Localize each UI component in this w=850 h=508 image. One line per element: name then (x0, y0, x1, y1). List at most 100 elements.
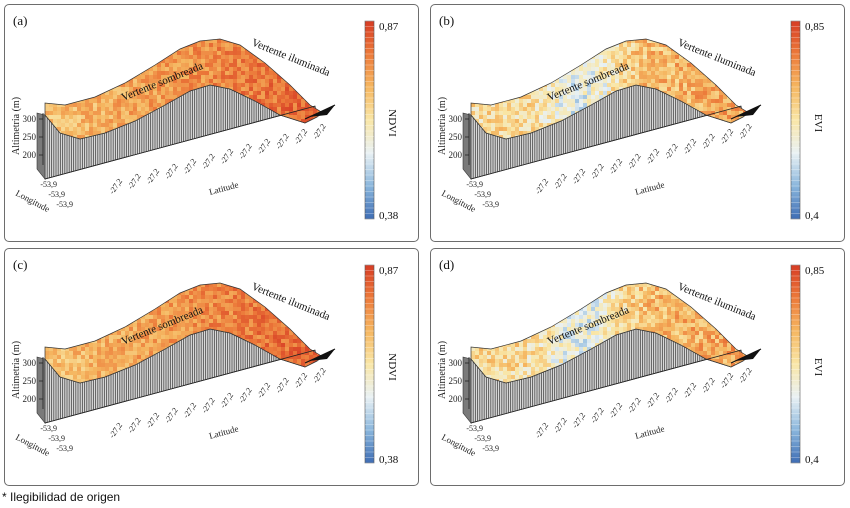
x-tick-label: -27,2 (181, 157, 198, 176)
x-tick-label: -27,2 (552, 172, 569, 191)
x-tick-label: -27,2 (163, 406, 180, 425)
panel-letter: (c) (13, 257, 27, 272)
x-tick-label: -27,2 (700, 376, 717, 395)
y-axis-label: Longitude (440, 432, 477, 458)
y-tick-label: -53,9 (40, 424, 57, 433)
x-tick-label: -27,2 (718, 371, 735, 390)
x-axis-label: Latitude (208, 424, 240, 441)
y-tick-label: -53,9 (466, 180, 483, 189)
y-tick-label: -53,9 (48, 190, 65, 199)
x-axis-label: Latitude (634, 180, 666, 197)
y-axis-label: Longitude (14, 432, 51, 458)
panel-letter: (a) (13, 13, 27, 28)
north-arrow-icon (730, 348, 762, 364)
x-tick-label: -27,2 (681, 381, 698, 400)
x-tick-label: -27,2 (311, 366, 328, 385)
scale-max-label: 0,87 (379, 21, 399, 33)
panel-letter: (d) (439, 257, 454, 272)
x-tick-label: -27,2 (144, 167, 161, 186)
z-tick-label: 200 (23, 150, 37, 160)
colorbar: 0,85 0,4 EVI (790, 264, 825, 466)
x-tick-label: -27,2 (533, 421, 550, 440)
x-tick-label: -27,2 (570, 411, 587, 430)
y-axis-label: Longitude (440, 188, 477, 214)
y-tick-label: -53,9 (482, 444, 499, 453)
y-tick-label: -53,9 (56, 444, 73, 453)
north-arrow-icon (730, 104, 762, 120)
x-tick-label: -27,2 (292, 371, 309, 390)
x-tick-label: -27,2 (200, 396, 217, 415)
x-tick-label: -27,2 (718, 127, 735, 146)
colorbar: 0,85 0,4 EVI (790, 20, 825, 222)
y-tick-label: -53,9 (482, 200, 499, 209)
north-arrow-icon (304, 104, 336, 120)
x-tick-label: -27,2 (181, 401, 198, 420)
x-tick-label: -27,2 (255, 381, 272, 400)
panel-a: (a) Vertente sombreada Vertente iluminada 3… (4, 4, 419, 242)
y-tick-label: -53,9 (466, 424, 483, 433)
x-tick-label: -27,2 (607, 401, 624, 420)
panel-letter: (b) (439, 13, 454, 28)
scale-min-label: 0,38 (379, 210, 399, 222)
x-tick-label: -27,2 (126, 416, 143, 435)
x-tick-label: -27,2 (626, 396, 643, 415)
scale-min-label: 0,4 (805, 210, 819, 222)
x-tick-label: -27,2 (552, 416, 569, 435)
north-arrow-icon (304, 348, 336, 364)
z-axis-label: Altimetria (m) (437, 97, 448, 155)
x-tick-label: -27,2 (126, 172, 143, 191)
x-tick-label: -27,2 (292, 127, 309, 146)
x-tick-label: -27,2 (107, 177, 124, 196)
x-tick-label: -27,2 (274, 376, 291, 395)
x-tick-label: -27,2 (311, 122, 328, 141)
colorbar: 0,87 0,38 NDVI (364, 264, 399, 466)
x-tick-label: -27,2 (533, 177, 550, 196)
z-tick-label: 200 (449, 394, 463, 404)
x-tick-label: -27,2 (607, 157, 624, 176)
z-axis-label: Altimetria (m) (11, 341, 22, 399)
x-tick-label: -27,2 (237, 386, 254, 405)
z-tick-label: 300 (23, 114, 37, 124)
y-axis-label: Longitude (14, 188, 51, 214)
z-tick-label: 300 (449, 114, 463, 124)
x-tick-label: -27,2 (237, 142, 254, 161)
x-tick-label: -27,2 (255, 137, 272, 156)
z-tick-label: 200 (23, 394, 37, 404)
x-tick-label: -27,2 (200, 152, 217, 171)
x-tick-label: -27,2 (163, 162, 180, 181)
z-axis-label: Altimetria (m) (11, 97, 22, 155)
x-tick-label: -27,2 (144, 411, 161, 430)
x-axis-label: Latitude (208, 180, 240, 197)
scale-index-label: NDVI (386, 353, 398, 381)
x-axis-label: Latitude (634, 424, 666, 441)
y-tick-label: -53,9 (474, 434, 491, 443)
x-tick-label: -27,2 (589, 406, 606, 425)
panel-c: (c) Vertente sombreada Vertente iluminada 3… (4, 248, 419, 486)
scale-index-label: EVI (812, 114, 824, 133)
panel-b: (b) Vertente sombreada Vertente iluminada 3… (430, 4, 845, 242)
z-tick-label: 250 (449, 376, 463, 386)
x-tick-label: -27,2 (107, 421, 124, 440)
scale-max-label: 0,85 (805, 21, 825, 33)
scale-min-label: 0,38 (379, 454, 399, 466)
panel-d: (d) Vertente sombreada Vertente iluminada 3… (430, 248, 845, 486)
y-tick-label: -53,9 (40, 180, 57, 189)
terrain-front-face (36, 328, 318, 424)
y-tick-label: -53,9 (56, 200, 73, 209)
x-tick-label: -27,2 (589, 162, 606, 181)
scale-max-label: 0,87 (379, 265, 399, 277)
x-tick-label: -27,2 (218, 147, 235, 166)
x-tick-label: -27,2 (570, 167, 587, 186)
x-tick-label: -27,2 (218, 391, 235, 410)
x-tick-label: -27,2 (663, 386, 680, 405)
z-tick-label: 200 (449, 150, 463, 160)
x-tick-label: -27,2 (644, 391, 661, 410)
